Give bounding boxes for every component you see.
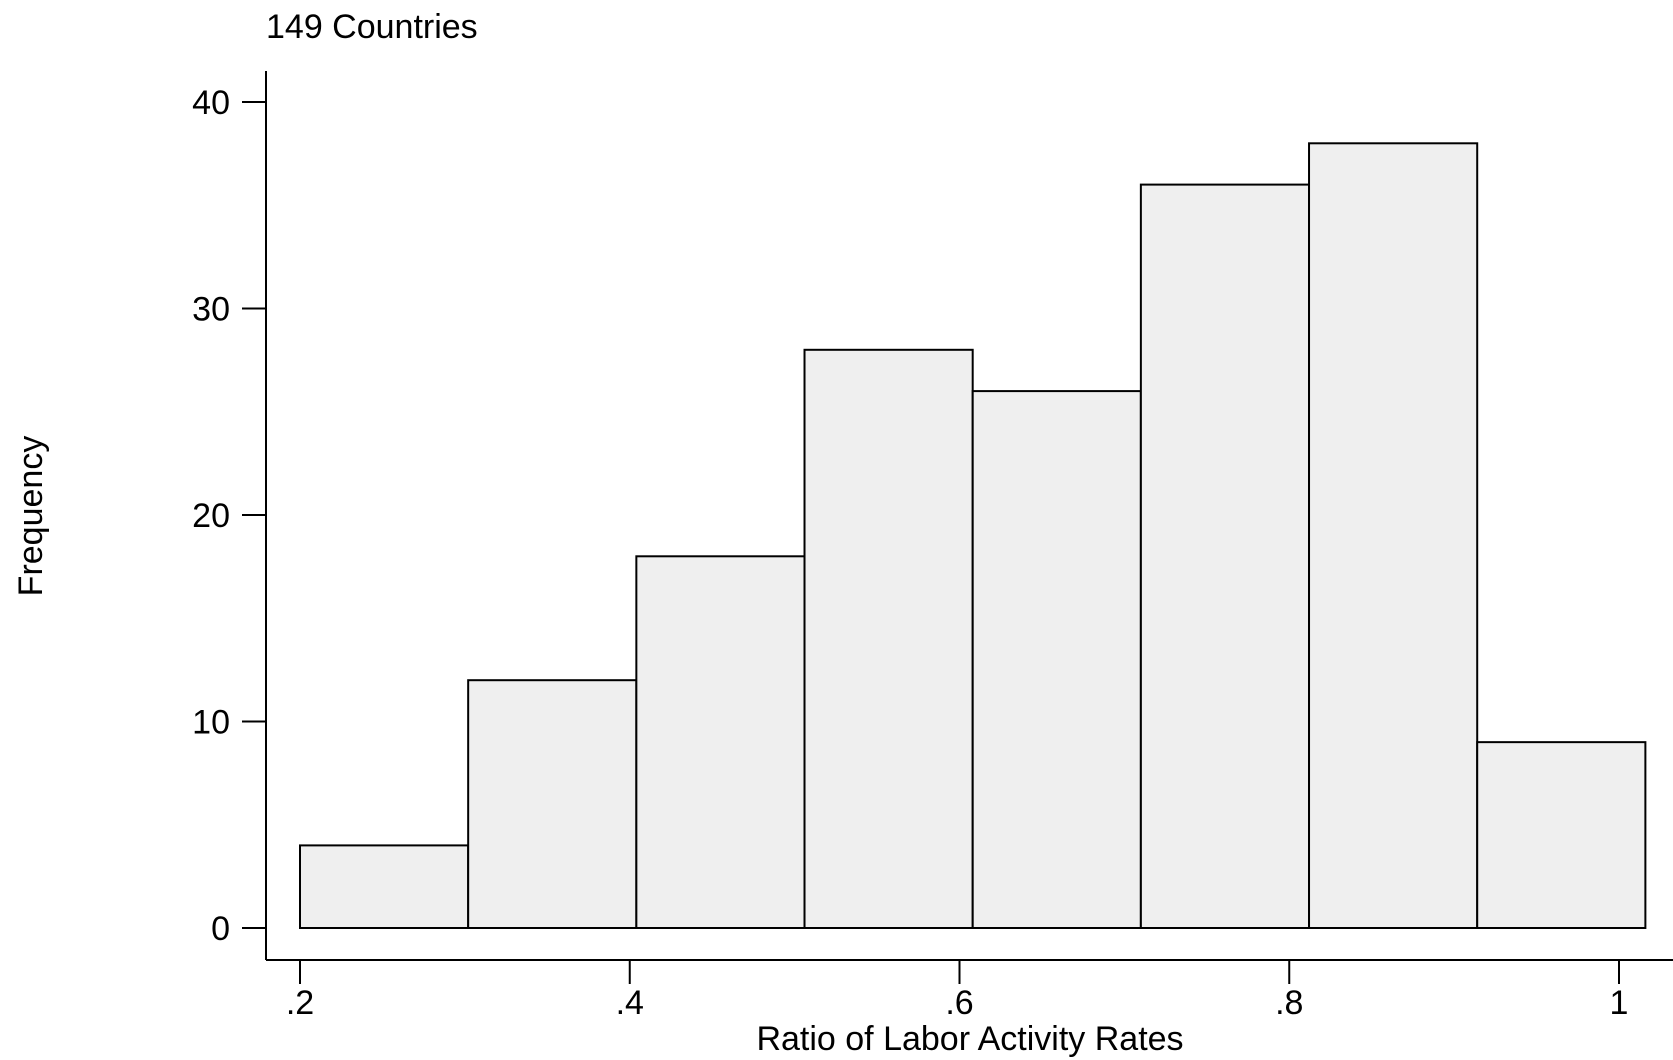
histogram-bar-4: [803, 348, 974, 929]
histogram-bar-5: [971, 390, 1142, 930]
histogram-bar-8: [1476, 741, 1647, 930]
x-tick-label: .2: [286, 984, 314, 1022]
y-tick-label: 30: [192, 291, 230, 329]
y-ticks-group: 0 10 20 30 40: [192, 84, 266, 948]
bars-group: [299, 142, 1647, 930]
x-tick-label: .6: [945, 984, 973, 1022]
histogram-bar-1: [299, 844, 470, 930]
histogram-bar-6: [1139, 183, 1311, 930]
histogram-bar-3: [635, 555, 806, 929]
y-tick-label: 0: [211, 910, 230, 948]
histogram-bar-7: [1308, 142, 1479, 930]
x-tick-label: .8: [1275, 984, 1303, 1022]
histogram-bar-2: [467, 679, 638, 930]
x-axis-title: Ratio of Labor Activity Rates: [756, 1020, 1183, 1058]
y-tick-label: 40: [192, 84, 230, 122]
y-tick-label: 20: [192, 497, 230, 535]
x-tick-label: 1: [1610, 984, 1629, 1022]
chart-title: 149 Countries: [266, 8, 478, 46]
x-ticks-group: .2 .4 .6 .8 1: [286, 960, 1629, 1022]
y-axis-title: Frequency: [12, 436, 50, 597]
x-tick-label: .4: [616, 984, 644, 1022]
y-tick-label: 10: [192, 704, 230, 742]
